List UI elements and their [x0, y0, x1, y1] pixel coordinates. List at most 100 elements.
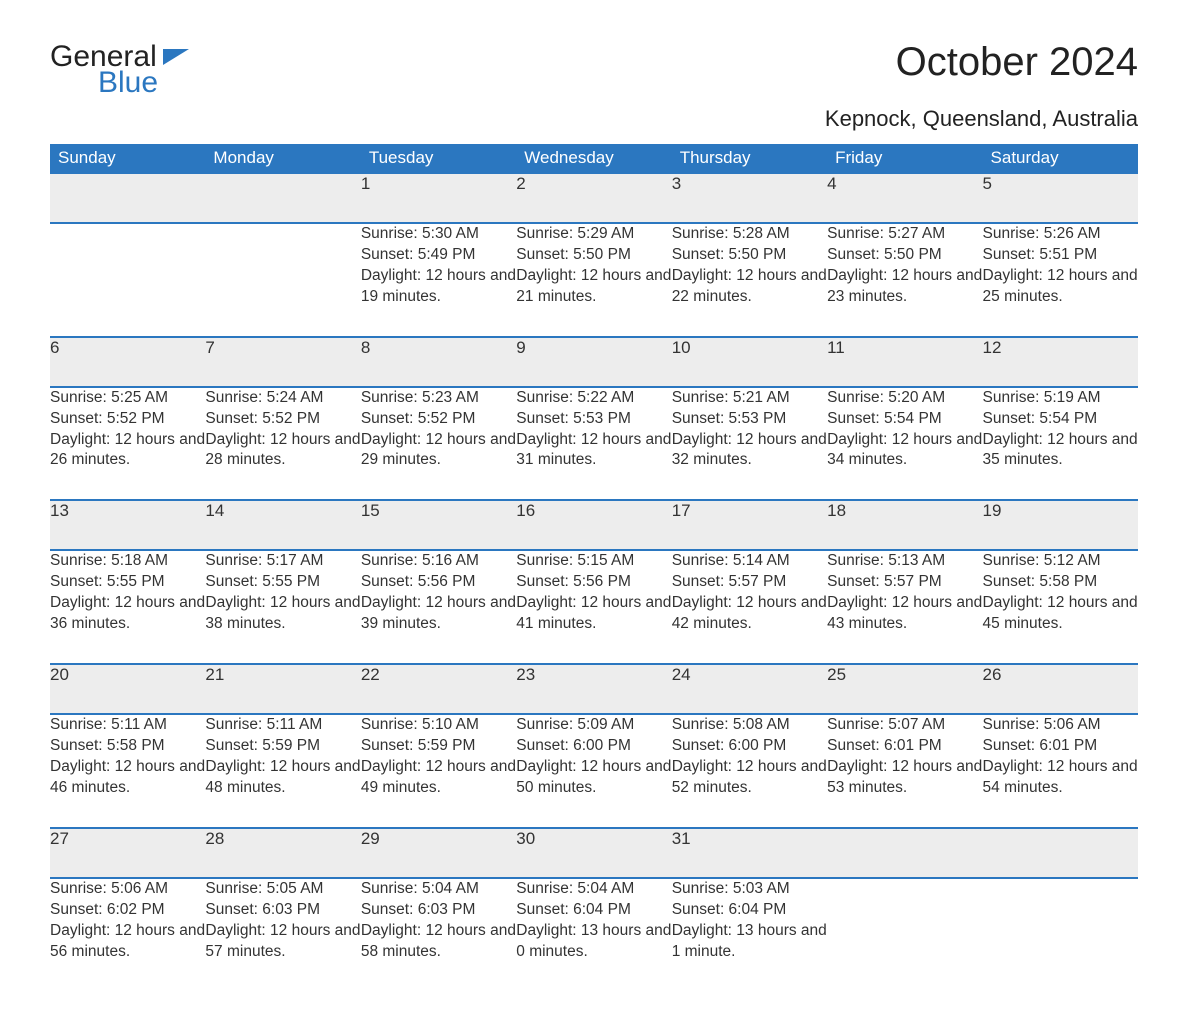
day-number-cell: 8 [361, 337, 516, 387]
sunrise-line: Sunrise: 5:09 AM [516, 715, 671, 736]
sunset-line: Sunset: 5:59 PM [361, 736, 516, 757]
day-content-cell: Sunrise: 5:09 AMSunset: 6:00 PMDaylight:… [516, 714, 671, 828]
sunrise-line: Sunrise: 5:24 AM [205, 388, 360, 409]
sunrise-line: Sunrise: 5:06 AM [50, 879, 205, 900]
day-number-cell: 2 [516, 173, 671, 223]
sunset-line: Sunset: 5:56 PM [516, 572, 671, 593]
sunset-line: Sunset: 5:52 PM [205, 409, 360, 430]
sunrise-line: Sunrise: 5:03 AM [672, 879, 827, 900]
sunset-line: Sunset: 5:50 PM [672, 245, 827, 266]
daylight-line: Daylight: 12 hours and 53 minutes. [827, 757, 982, 799]
sunset-line: Sunset: 5:58 PM [50, 736, 205, 757]
sunset-line: Sunset: 5:55 PM [50, 572, 205, 593]
day-number-cell: 21 [205, 664, 360, 714]
day-content-cell: Sunrise: 5:11 AMSunset: 5:59 PMDaylight:… [205, 714, 360, 828]
day-content-cell: Sunrise: 5:30 AMSunset: 5:49 PMDaylight:… [361, 223, 516, 337]
sunset-line: Sunset: 5:51 PM [983, 245, 1138, 266]
day-content-cell: Sunrise: 5:26 AMSunset: 5:51 PMDaylight:… [983, 223, 1138, 337]
sunset-line: Sunset: 5:56 PM [361, 572, 516, 593]
day-content-cell: Sunrise: 5:22 AMSunset: 5:53 PMDaylight:… [516, 387, 671, 501]
sunset-line: Sunset: 6:01 PM [827, 736, 982, 757]
day-number-cell: 7 [205, 337, 360, 387]
sunrise-line: Sunrise: 5:20 AM [827, 388, 982, 409]
day-number-cell: 28 [205, 828, 360, 878]
day-content-cell: Sunrise: 5:04 AMSunset: 6:03 PMDaylight:… [361, 878, 516, 991]
day-content-cell: Sunrise: 5:10 AMSunset: 5:59 PMDaylight:… [361, 714, 516, 828]
week-daynum-row: 12345 [50, 173, 1138, 223]
brand-word-2: Blue [98, 66, 158, 100]
sunrise-line: Sunrise: 5:22 AM [516, 388, 671, 409]
daylight-line: Daylight: 12 hours and 29 minutes. [361, 430, 516, 472]
weekday-header: Thursday [672, 144, 827, 173]
day-content-cell: Sunrise: 5:05 AMSunset: 6:03 PMDaylight:… [205, 878, 360, 991]
sunrise-line: Sunrise: 5:26 AM [983, 224, 1138, 245]
sunset-line: Sunset: 6:02 PM [50, 900, 205, 921]
daylight-line: Daylight: 12 hours and 25 minutes. [983, 266, 1138, 308]
weekday-header: Monday [205, 144, 360, 173]
day-number-cell: 9 [516, 337, 671, 387]
sunset-line: Sunset: 5:54 PM [983, 409, 1138, 430]
daylight-line: Daylight: 12 hours and 49 minutes. [361, 757, 516, 799]
week-content-row: Sunrise: 5:06 AMSunset: 6:02 PMDaylight:… [50, 878, 1138, 991]
day-content-cell: Sunrise: 5:06 AMSunset: 6:01 PMDaylight:… [983, 714, 1138, 828]
day-content-cell: Sunrise: 5:08 AMSunset: 6:00 PMDaylight:… [672, 714, 827, 828]
daylight-line: Daylight: 12 hours and 45 minutes. [983, 593, 1138, 635]
day-number-cell: 22 [361, 664, 516, 714]
daylight-line: Daylight: 12 hours and 31 minutes. [516, 430, 671, 472]
day-content-cell: Sunrise: 5:11 AMSunset: 5:58 PMDaylight:… [50, 714, 205, 828]
daylight-line: Daylight: 12 hours and 23 minutes. [827, 266, 982, 308]
day-content-cell: Sunrise: 5:15 AMSunset: 5:56 PMDaylight:… [516, 550, 671, 664]
daylight-line: Daylight: 12 hours and 21 minutes. [516, 266, 671, 308]
day-content-cell [983, 878, 1138, 991]
weekday-header: Friday [827, 144, 982, 173]
sunset-line: Sunset: 6:03 PM [361, 900, 516, 921]
week-daynum-row: 20212223242526 [50, 664, 1138, 714]
day-number-cell: 5 [983, 173, 1138, 223]
day-number-cell: 12 [983, 337, 1138, 387]
sunset-line: Sunset: 5:50 PM [516, 245, 671, 266]
weekday-header-row: SundayMondayTuesdayWednesdayThursdayFrid… [50, 144, 1138, 173]
day-number-cell: 27 [50, 828, 205, 878]
sunset-line: Sunset: 5:52 PM [361, 409, 516, 430]
day-content-cell: Sunrise: 5:07 AMSunset: 6:01 PMDaylight:… [827, 714, 982, 828]
sunrise-line: Sunrise: 5:19 AM [983, 388, 1138, 409]
location-subtitle: Kepnock, Queensland, Australia [50, 106, 1138, 132]
weekday-header: Wednesday [516, 144, 671, 173]
daylight-line: Daylight: 13 hours and 0 minutes. [516, 921, 671, 963]
daylight-line: Daylight: 12 hours and 38 minutes. [205, 593, 360, 635]
day-content-cell: Sunrise: 5:21 AMSunset: 5:53 PMDaylight:… [672, 387, 827, 501]
sunrise-line: Sunrise: 5:11 AM [50, 715, 205, 736]
day-number-cell: 6 [50, 337, 205, 387]
day-number-cell [50, 173, 205, 223]
day-number-cell: 25 [827, 664, 982, 714]
day-content-cell: Sunrise: 5:20 AMSunset: 5:54 PMDaylight:… [827, 387, 982, 501]
day-content-cell: Sunrise: 5:04 AMSunset: 6:04 PMDaylight:… [516, 878, 671, 991]
sunrise-line: Sunrise: 5:12 AM [983, 551, 1138, 572]
sunset-line: Sunset: 5:54 PM [827, 409, 982, 430]
week-daynum-row: 6789101112 [50, 337, 1138, 387]
day-number-cell: 15 [361, 500, 516, 550]
day-content-cell: Sunrise: 5:24 AMSunset: 5:52 PMDaylight:… [205, 387, 360, 501]
sunset-line: Sunset: 6:04 PM [672, 900, 827, 921]
sunrise-line: Sunrise: 5:14 AM [672, 551, 827, 572]
sunrise-line: Sunrise: 5:17 AM [205, 551, 360, 572]
sunset-line: Sunset: 6:00 PM [672, 736, 827, 757]
sunrise-line: Sunrise: 5:23 AM [361, 388, 516, 409]
daylight-line: Daylight: 12 hours and 43 minutes. [827, 593, 982, 635]
day-number-cell [983, 828, 1138, 878]
sunset-line: Sunset: 5:57 PM [672, 572, 827, 593]
day-content-cell [827, 878, 982, 991]
day-content-cell: Sunrise: 5:25 AMSunset: 5:52 PMDaylight:… [50, 387, 205, 501]
daylight-line: Daylight: 12 hours and 57 minutes. [205, 921, 360, 963]
day-content-cell [205, 223, 360, 337]
day-number-cell: 18 [827, 500, 982, 550]
sunrise-line: Sunrise: 5:21 AM [672, 388, 827, 409]
sunrise-line: Sunrise: 5:16 AM [361, 551, 516, 572]
daylight-line: Daylight: 12 hours and 35 minutes. [983, 430, 1138, 472]
day-content-cell: Sunrise: 5:28 AMSunset: 5:50 PMDaylight:… [672, 223, 827, 337]
sunset-line: Sunset: 6:04 PM [516, 900, 671, 921]
daylight-line: Daylight: 12 hours and 28 minutes. [205, 430, 360, 472]
day-content-cell: Sunrise: 5:19 AMSunset: 5:54 PMDaylight:… [983, 387, 1138, 501]
weekday-header: Tuesday [361, 144, 516, 173]
day-number-cell: 13 [50, 500, 205, 550]
